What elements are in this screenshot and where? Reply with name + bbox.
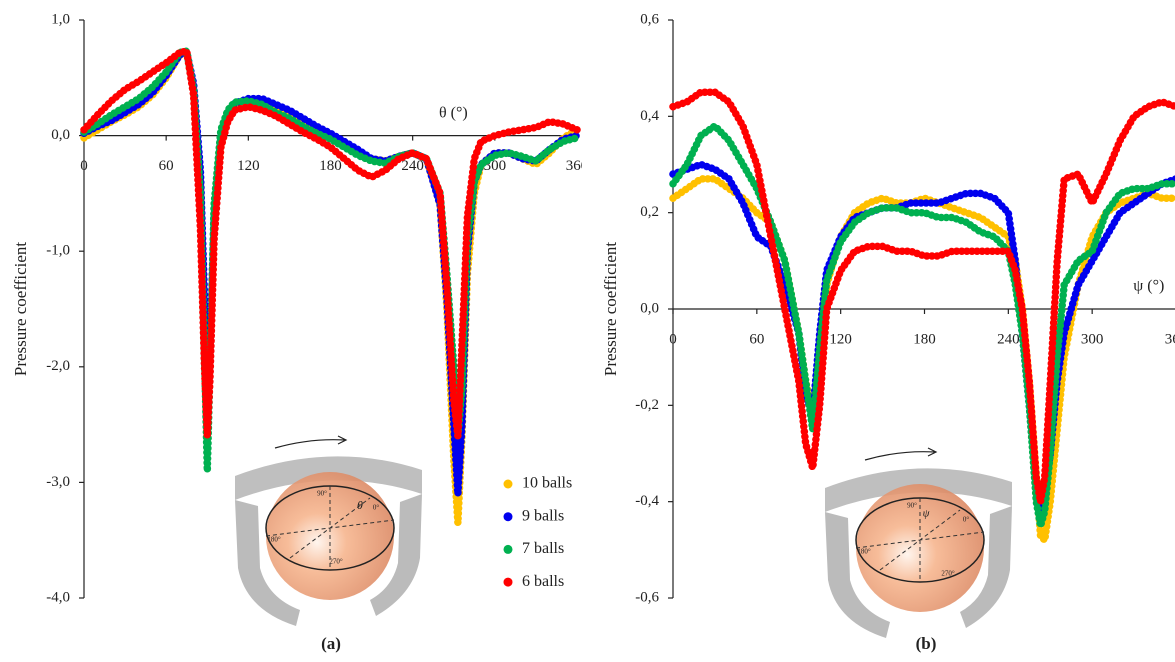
y-tick-label: 0,0 xyxy=(51,127,70,143)
panel-caption: (b) xyxy=(916,634,937,653)
illustration-label: 0° xyxy=(963,516,970,524)
axes xyxy=(265,486,395,570)
x-tick-label: 60 xyxy=(159,158,174,174)
y-tick-label: -4,0 xyxy=(46,589,70,605)
panel: 0,6 0,4 0,2 0,0 -0,2 -0,4 -0,6 0 60 120 180 240 300 3… xyxy=(601,11,1175,638)
y-tick-label: 0,4 xyxy=(640,108,659,124)
illustration-label: 270° xyxy=(329,558,343,566)
illustration-label: 180° xyxy=(267,536,281,544)
data-series xyxy=(80,46,581,437)
legend-marker xyxy=(503,512,513,522)
y-tick-label: 0,0 xyxy=(640,300,659,316)
data-series xyxy=(669,88,1175,503)
illustration-label: 90° xyxy=(907,502,917,510)
legend-label: 10 balls xyxy=(522,475,572,492)
illustration-label: θ xyxy=(357,498,363,512)
legend-label: 9 balls xyxy=(522,507,564,524)
y-tick-label: -0,2 xyxy=(635,397,659,413)
x-axis-title: ψ (°) xyxy=(1133,278,1164,295)
x-tick-label: 240 xyxy=(401,158,424,174)
x-tick-label: 300 xyxy=(1081,331,1104,347)
data-series xyxy=(80,47,581,524)
legend-marker xyxy=(503,577,513,587)
x-tick-label: 180 xyxy=(913,331,936,347)
illustration: 90° 0° 180° 270° θ xyxy=(235,435,422,626)
x-tick-label: 240 xyxy=(997,331,1020,347)
data-series xyxy=(80,46,581,471)
legend-marker xyxy=(503,544,513,554)
illustration-label: 90° xyxy=(317,490,327,498)
legend-label: 6 balls xyxy=(522,573,564,590)
x-tick-label: 120 xyxy=(237,158,260,174)
data-series xyxy=(669,121,1175,527)
legend-marker xyxy=(503,479,513,489)
bearing-side-right xyxy=(370,494,422,616)
x-tick-label: 180 xyxy=(319,158,342,174)
y-axis-title: Pressure coefficient xyxy=(11,242,30,376)
y-axis-title: Pressure coefficient xyxy=(601,242,620,376)
bearing-side-left xyxy=(235,500,300,626)
x-tick-label: 0 xyxy=(80,158,88,174)
panel: 1,00,0-1,0-2,0-3,0-4,00 60 120 180 240 300 360… xyxy=(11,11,589,626)
y-tick-label: -0,6 xyxy=(635,589,659,605)
y-tick-label: -0,4 xyxy=(635,493,659,509)
panel-caption: (a) xyxy=(321,634,341,653)
x-tick-label: 0 xyxy=(669,331,677,347)
bearing-side-left xyxy=(825,512,890,638)
data-series xyxy=(80,47,581,495)
legend-label: 7 balls xyxy=(522,540,564,557)
illustration-label: 270° xyxy=(941,570,955,578)
y-tick-label: 1,0 xyxy=(51,11,70,27)
axes xyxy=(855,498,985,582)
illustration-label: 180° xyxy=(857,548,871,556)
illustration: 90° 0° ψ 180° 270° xyxy=(825,447,1012,638)
rotation-arrow xyxy=(274,435,348,449)
x-tick-label: 60 xyxy=(749,331,764,347)
y-tick-label: -1,0 xyxy=(46,243,70,259)
rotation-arrow xyxy=(864,447,938,461)
y-tick-label: 0,6 xyxy=(640,11,659,27)
x-tick-label: 360 xyxy=(566,158,589,174)
bearing-side-right xyxy=(960,506,1012,628)
x-tick-label: 120 xyxy=(829,331,852,347)
x-tick-label: 360 xyxy=(1165,331,1175,347)
y-tick-label: -3,0 xyxy=(46,474,70,490)
illustration-label: ψ xyxy=(923,508,930,520)
illustration-label: 0° xyxy=(373,504,380,512)
y-tick-label: 0,2 xyxy=(640,204,659,220)
y-tick-label: -2,0 xyxy=(46,358,70,374)
x-axis-title: θ (°) xyxy=(439,104,468,121)
